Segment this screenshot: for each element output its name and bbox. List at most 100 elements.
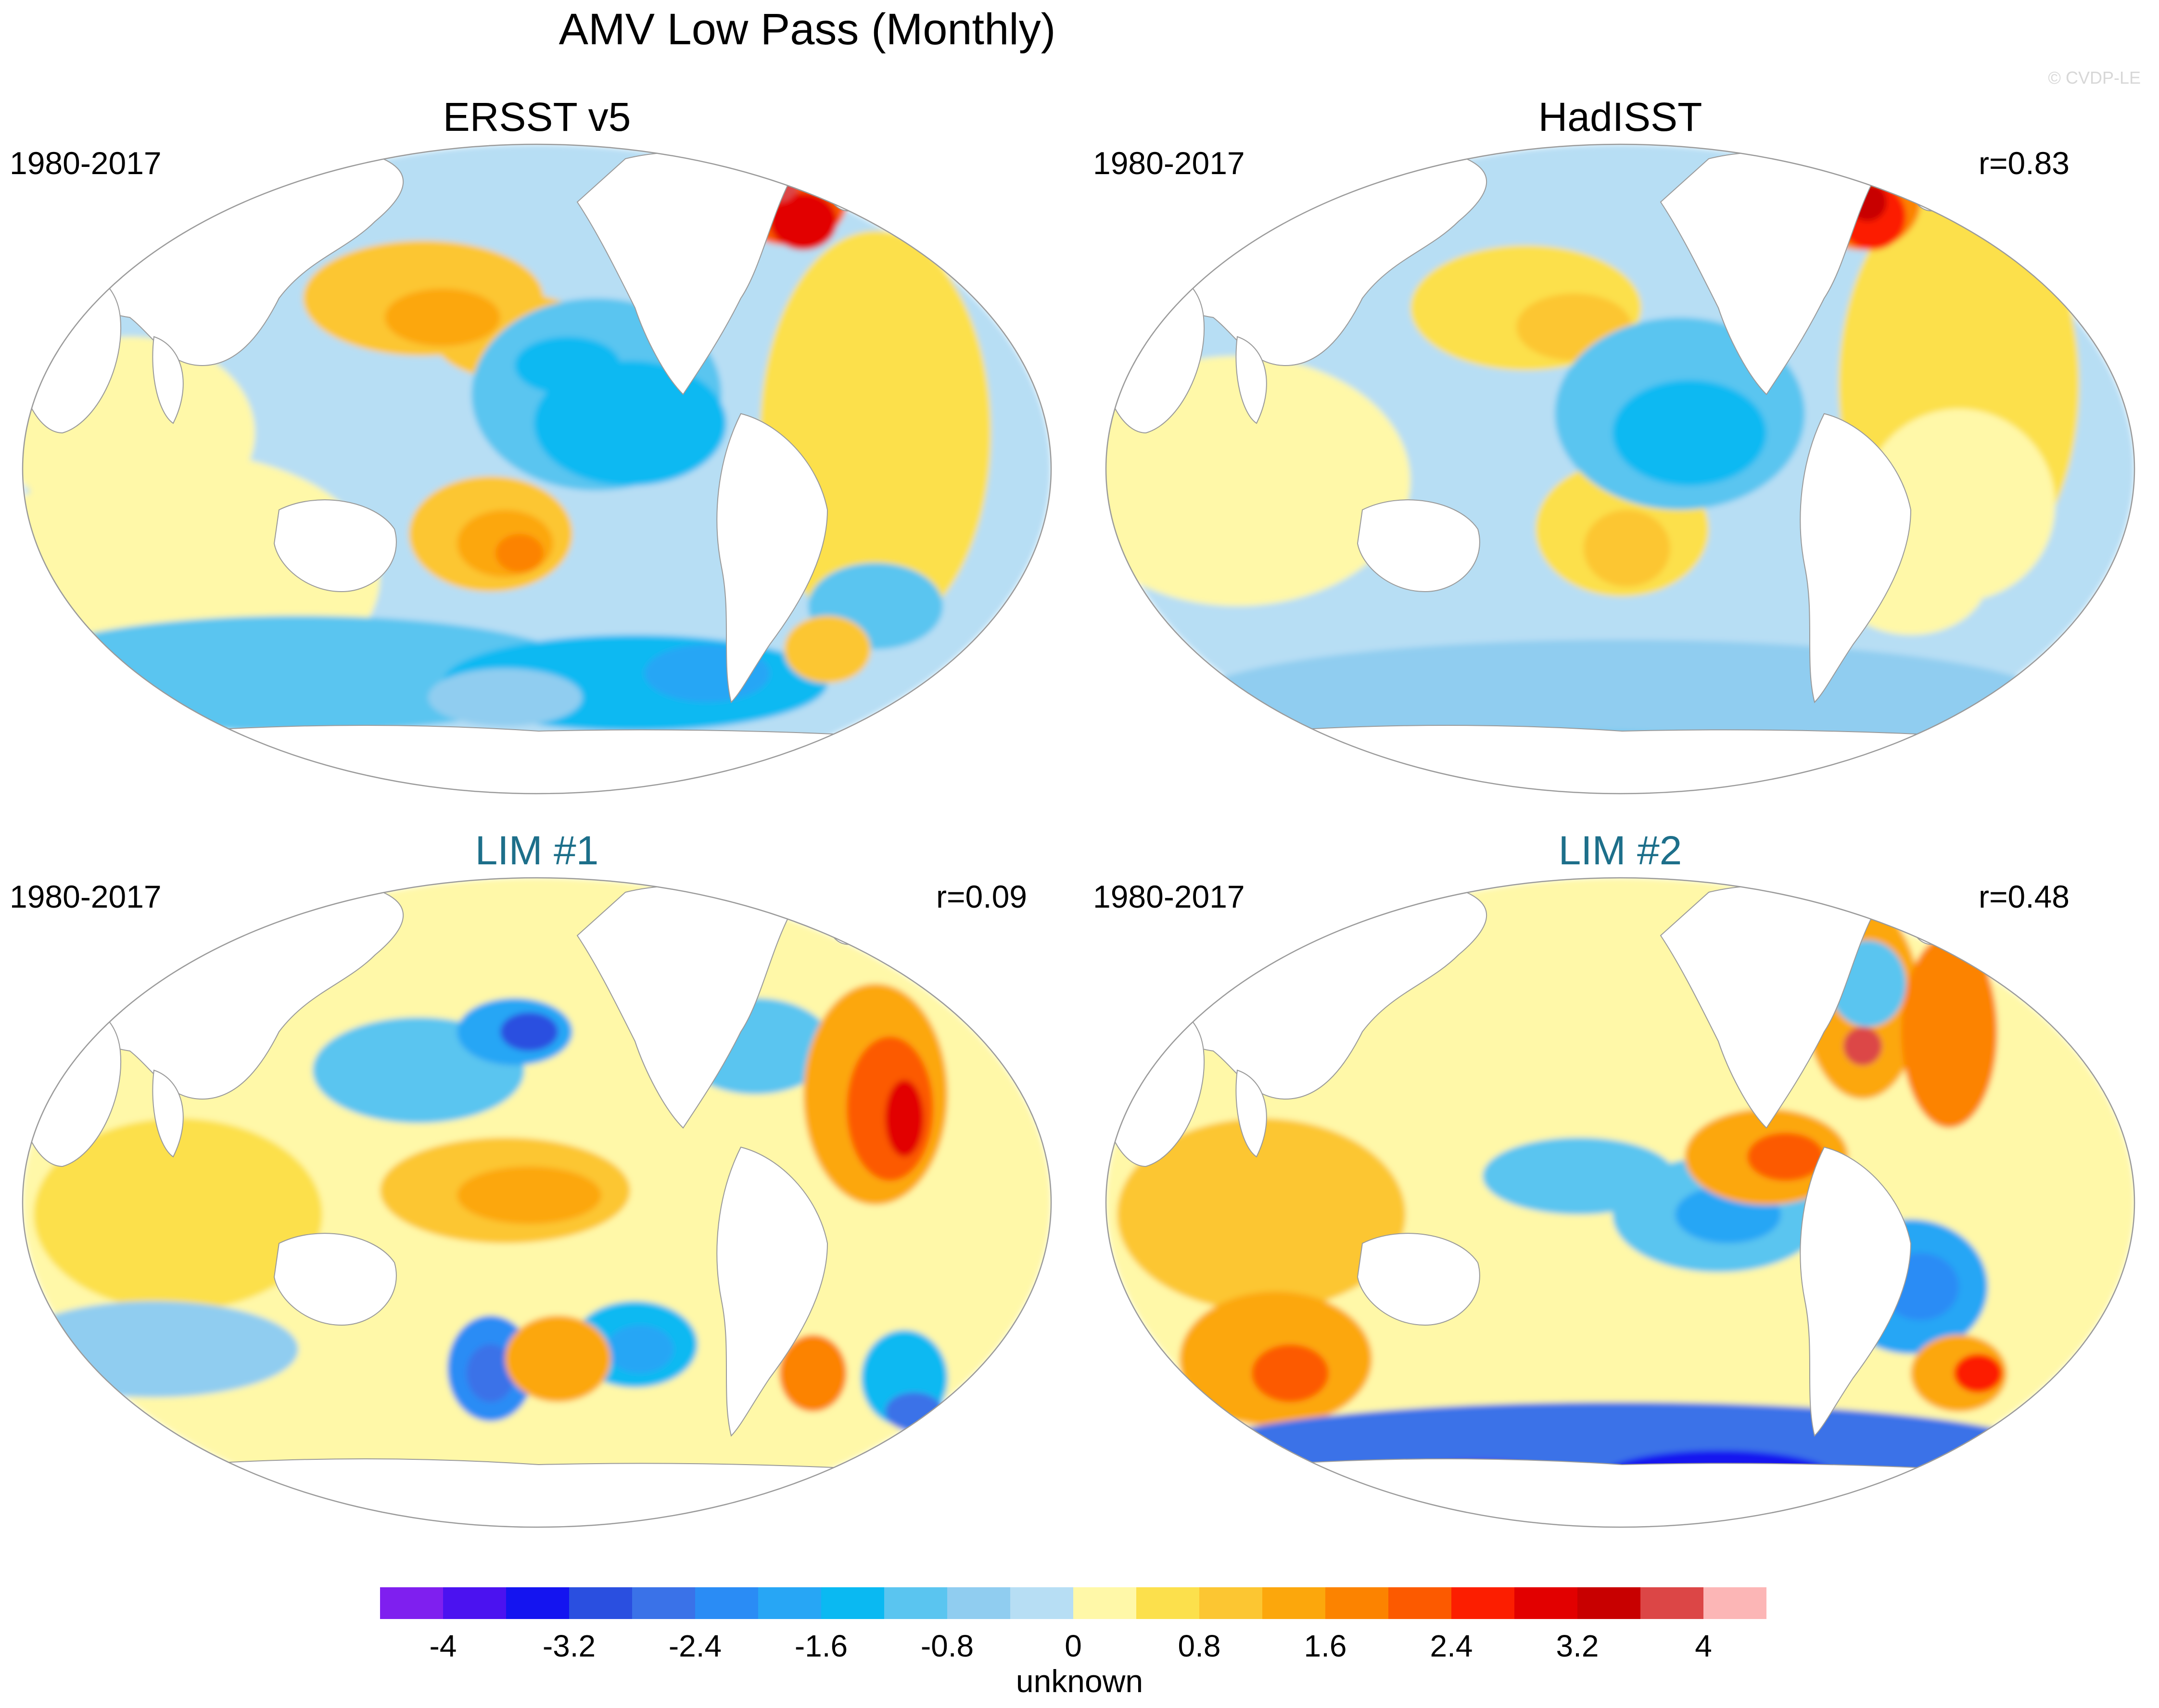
anomaly-contour [23, 337, 255, 529]
landmass [23, 725, 1051, 794]
sst-map-lim2 [1106, 878, 2134, 1527]
map-panel-ersst: ERSST v5 1980-2017 [10, 94, 1052, 795]
landmass [1106, 725, 2134, 794]
colorbar-tick-label: -4 [430, 1629, 457, 1663]
watermark: © CVDP-LE [2048, 68, 2141, 88]
colorbar-tick-label: 3.2 [1556, 1629, 1599, 1663]
colorbar-tick-label: -2.4 [669, 1629, 722, 1663]
colorbar-swatch [569, 1587, 632, 1619]
panel-correlation: r=0.48 [1979, 879, 2070, 914]
panel-period: 1980-2017 [10, 145, 162, 181]
colorbar-tick-label: 1.6 [1304, 1629, 1347, 1663]
colorbar-tick-label: 0.8 [1178, 1629, 1221, 1663]
anomaly-contour [885, 1080, 924, 1157]
panel-title: HadISST [1538, 94, 1702, 139]
colorbar-tick-label: 2.4 [1430, 1629, 1473, 1663]
colorbar-swatch [1451, 1587, 1514, 1619]
colorbar-swatch [632, 1587, 695, 1619]
map-outline [1105, 143, 2135, 795]
colorbar-label: unknown [1016, 1663, 1143, 1699]
landmass [1235, 336, 1267, 424]
anomaly-contour [428, 669, 582, 726]
colorbar-swatches [380, 1587, 1766, 1619]
panel-title: ERSST v5 [443, 94, 631, 139]
sst-anomaly-field [23, 144, 1051, 794]
anomaly-contour [784, 616, 871, 683]
anomaly-contour [1843, 1027, 1882, 1065]
colorbar-swatch [1010, 1587, 1073, 1619]
landmass [1800, 413, 1912, 703]
anomaly-contour [457, 1166, 601, 1224]
landmass [152, 1069, 184, 1158]
landmass [1235, 1069, 1267, 1158]
landmass [1106, 1458, 2134, 1527]
anomaly-contour [221, 144, 298, 173]
panel-period: 1980-2017 [10, 879, 162, 914]
sst-map-ersst [23, 144, 1051, 794]
map-outline [22, 877, 1052, 1528]
sst-map-lim1 [23, 878, 1051, 1527]
landmass [273, 499, 397, 593]
panel-correlation: r=0.83 [1979, 145, 2070, 181]
colorbar-swatch [1388, 1587, 1451, 1619]
landmass [1357, 499, 1480, 593]
figure-title: AMV Low Pass (Monthly) [559, 5, 1056, 54]
map-outline [22, 143, 1052, 795]
anomaly-contour [1901, 936, 1997, 1128]
landmass [1905, 878, 1971, 945]
anomaly-contour [606, 1325, 673, 1373]
anomaly-contour [23, 1301, 298, 1397]
panel-correlation: r=0.09 [936, 879, 1027, 914]
anomaly-contour [885, 1392, 943, 1431]
colorbar-swatch [443, 1587, 506, 1619]
colorbar-swatch [1073, 1587, 1136, 1619]
colorbar-swatch [506, 1587, 569, 1619]
colorbar-tick-label: -0.8 [921, 1629, 974, 1663]
landmass [716, 1146, 828, 1437]
panel-title: LIM #1 [475, 828, 599, 873]
anomaly-contour [34, 1118, 322, 1311]
landmass [1357, 1233, 1480, 1326]
anomaly-contour [505, 1316, 611, 1402]
colorbar-tick-label: 4 [1695, 1629, 1712, 1663]
landmass [273, 1233, 397, 1326]
sst-anomaly-field [23, 878, 1051, 1527]
panel-period: 1980-2017 [1093, 879, 1245, 914]
map-panel-lim1: LIM #1 1980-2017 r=0.09 [10, 828, 1052, 1528]
colorbar-swatch [1136, 1587, 1199, 1619]
anomaly-contour [1483, 1138, 1675, 1215]
colorbar-swatch [1514, 1587, 1577, 1619]
colorbar-swatch [758, 1587, 821, 1619]
colorbar-tick-label: -1.6 [795, 1629, 848, 1663]
colorbar: -4 -3.2 -2.4 -1.6 -0.8 0 0.8 1.6 2.4 3.2 4 unknown [380, 1587, 1766, 1699]
colorbar-swatch [1262, 1587, 1325, 1619]
anomaly-contour [1613, 380, 1766, 486]
sst-map-hadisst [1106, 144, 2134, 794]
colorbar-swatch [947, 1587, 1010, 1619]
sst-anomaly-field [1106, 144, 2134, 794]
anomaly-contour [500, 1012, 558, 1051]
anomaly-contour [1584, 510, 1670, 587]
colorbar-swatch [884, 1587, 947, 1619]
landmass [1800, 1146, 1912, 1437]
anomaly-contour [467, 1344, 515, 1402]
colorbar-swatch [1703, 1587, 1766, 1619]
landmass [23, 1458, 1051, 1527]
anomaly-contour [385, 289, 500, 346]
colorbar-swatch [1640, 1587, 1703, 1619]
sst-anomaly-field [1106, 878, 2134, 1527]
colorbar-swatch [1199, 1587, 1262, 1619]
anomaly-contour [1954, 1354, 2002, 1392]
anomaly-contour [1747, 1133, 1824, 1181]
anomaly-contour [1117, 1118, 1406, 1311]
map-outline [1105, 877, 2135, 1528]
panel-period: 1980-2017 [1093, 145, 1245, 181]
anomaly-contour [1252, 1344, 1329, 1402]
colorbar-tick-label: 0 [1065, 1629, 1082, 1663]
colorbar-tick-label: -3.2 [543, 1629, 596, 1663]
colorbar-swatch [1577, 1587, 1640, 1619]
anomaly-contour [495, 534, 544, 572]
colorbar-swatch [695, 1587, 758, 1619]
map-panel-hadisst: HadISST 1980-2017 r=0.83 [1093, 94, 2135, 795]
